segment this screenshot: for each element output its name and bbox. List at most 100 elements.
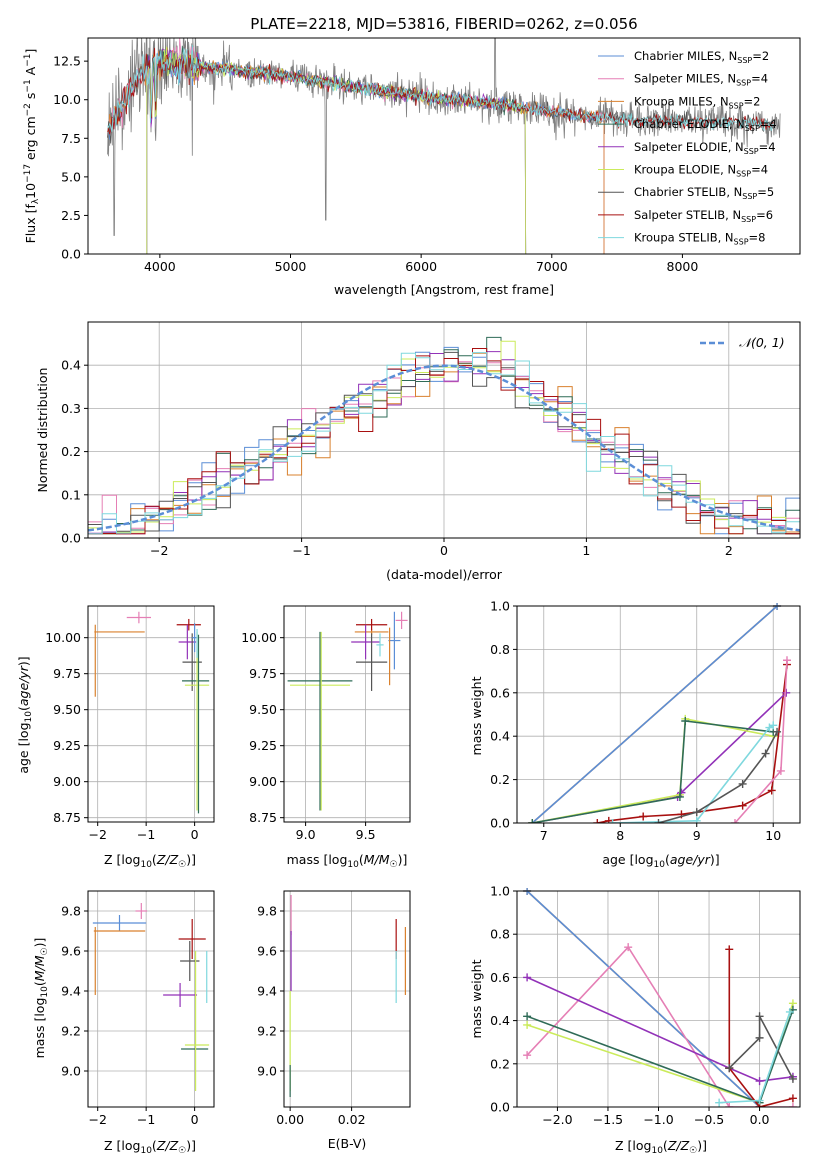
xtick-label: 0 [191, 1112, 199, 1127]
legend-label-chabrier_stelib: Chabrier STELIB, NSSP=5 [634, 185, 774, 201]
legend-label-salpeter_stelib: Salpeter STELIB, NSSP=6 [634, 208, 773, 224]
ytick-label: 9.50 [249, 702, 277, 717]
spectrum-title: PLATE=2218, MJD=53816, FIBERID=0262, z=0… [250, 15, 637, 33]
xtick-label: 9 [693, 828, 701, 843]
series-marker-salpeter_miles [523, 1051, 532, 1060]
weight-vs-Z-ylabel: mass weight [469, 959, 484, 1038]
series-marker-kroupa_elodie [523, 1020, 532, 1029]
mass-vs-ebv-panel: 0.00 0.02 9.0 9.2 9.4 9.6 9.8 [257, 890, 411, 1127]
ytick-label: 0.6 [490, 970, 510, 985]
series-line-kroupa_stelib [612, 724, 774, 823]
residuals-plot [88, 336, 800, 535]
ytick-label: 9.8 [61, 904, 81, 919]
age-vs-mass-xlabel: mass [log10(M/M☉)] [287, 852, 408, 870]
xtick-label: −1 [292, 543, 310, 558]
legend-label-kroupa_miles: Kroupa MILES, NSSP=2 [634, 94, 760, 110]
mass-vs-Z-panel: −2 −1 0 9.0 9.2 9.4 9.6 9.8 [61, 890, 215, 1127]
errorbars [92, 903, 210, 1091]
ytick-label: 0.4 [61, 358, 81, 373]
ytick-label: 0.4 [490, 1013, 510, 1028]
residuals-yticks: 0.0 0.1 0.2 0.3 0.4 [61, 358, 88, 546]
xtick-label: 1 [582, 543, 590, 558]
ytick-label: 0.3 [61, 401, 81, 416]
ytick-label: 10.0 [53, 92, 81, 107]
weight-vs-age-panel: 7 8 9 10 0.0 0.2 0.4 0.6 0.8 1.0 [490, 599, 801, 843]
ytick-label: 0.1 [61, 487, 81, 502]
series-marker-chabrier_stelib [654, 819, 663, 823]
histogram-kroupa_miles [88, 352, 800, 535]
xtick-label: −2.0 [542, 1112, 572, 1127]
series-line-salpeter_elodie [526, 976, 794, 1082]
ytick-label: 9.75 [249, 666, 277, 681]
spectrum-ylabel: Flux [fλ10−17 erg cm−2 s−1 A−1] [23, 49, 41, 244]
xtick-label: −1.0 [643, 1112, 673, 1127]
ytick-label: 0.0 [61, 247, 81, 262]
series-marker-salpeter_elodie [782, 688, 791, 697]
series-marker-salpeter_stelib [767, 786, 776, 795]
series-lines [523, 888, 797, 1107]
weight-vs-age-xlabel: age [log10(age/yr)] [602, 852, 719, 870]
ytick-label: 0.2 [61, 444, 81, 459]
series-marker-salpeter_stelib [788, 1094, 797, 1103]
mass-vs-Z-xlabel: Z [log10(Z/Z☉)] [104, 1138, 196, 1156]
spectrum-plot [107, 38, 781, 254]
residuals-panel: −2 −1 0 1 2 0.0 0.1 0.2 0.3 0.4 (data-model)/err… [35, 321, 801, 582]
xtick-label: 5000 [275, 259, 307, 274]
ytick-label: 12.5 [53, 54, 81, 69]
ytick-label: 2.5 [61, 208, 81, 223]
series-marker-salpeter_elodie [755, 1077, 764, 1086]
series-line-chabrier_elodie [532, 720, 774, 823]
xtick-label: 0.00 [276, 1112, 304, 1127]
xtick-label: −0.5 [694, 1112, 724, 1127]
series-marker-salpeter_stelib [738, 801, 747, 810]
legend-label-chabrier_miles: Chabrier MILES, NSSP=2 [634, 49, 769, 65]
xtick-label: 4000 [144, 259, 176, 274]
series-marker-chabrier_stelib [761, 749, 770, 758]
series-marker-salpeter_miles [782, 656, 791, 665]
errorbars [94, 611, 210, 814]
series-line-chabrier_miles [526, 890, 761, 1107]
series-line-salpeter_miles [526, 945, 793, 1107]
series-line-chabrier_miles [531, 605, 778, 823]
frame [516, 605, 801, 824]
ytick-label: 0.0 [490, 816, 510, 831]
ytick-label: 9.25 [53, 738, 81, 753]
spectrum-yticks: 0.0 2.5 5.0 7.5 10.0 12.5 [53, 54, 88, 262]
series-marker-kroupa_stelib [608, 819, 617, 823]
series-marker-salpeter_miles [725, 1103, 734, 1107]
xtick-label: −1.5 [593, 1112, 623, 1127]
series-marker-kroupa_stelib [692, 816, 701, 823]
series-marker-chabrier_elodie [681, 717, 690, 726]
xtick-label: −2 [88, 1112, 106, 1127]
errorbars [289, 895, 406, 1097]
series-marker-kroupa_stelib [785, 1007, 794, 1016]
xtick-label: 2 [725, 543, 733, 558]
ytick-label: 0.8 [490, 642, 510, 657]
series-line-chabrier_stelib [728, 1015, 794, 1080]
xtick-label: 7 [540, 828, 548, 843]
xtick-label: 10 [765, 828, 781, 843]
ytick-label: 9.8 [257, 904, 277, 919]
ytick-label: 10.00 [241, 630, 277, 645]
legend-label-chabrier_elodie: Chabrier ELODIE, NSSP=4 [634, 117, 777, 133]
ticks: 9.0 9.5 8.75 9.00 9.25 9.50 9.75 10.00 [241, 630, 375, 842]
weight-vs-age-ylabel: mass weight [469, 676, 484, 755]
ytick-label: 9.0 [61, 1064, 81, 1079]
series-marker-chabrier_stelib [725, 1064, 734, 1073]
series-marker-salpeter_miles [788, 1103, 797, 1107]
ytick-label: 9.25 [249, 738, 277, 753]
xtick-label: 0 [191, 827, 199, 842]
ytick-label: 9.75 [53, 666, 81, 681]
xtick-label: 9.5 [356, 827, 376, 842]
ytick-label: 1.0 [490, 884, 510, 899]
ytick-label: 9.50 [53, 702, 81, 717]
weight-vs-Z-panel: −2.0 −1.5 −1.0 −0.5 0.0 0.0 0.2 0.4 0.6 0.8 1.0 [490, 884, 801, 1127]
ytick-label: 9.2 [257, 1024, 277, 1039]
ytick-label: 0.2 [490, 1056, 510, 1071]
series-marker-chabrier_elodie [528, 819, 537, 823]
spectrum-xlabel: wavelength [Angstrom, rest frame] [334, 282, 554, 297]
ytick-label: 0.2 [490, 772, 510, 787]
series-lines [528, 603, 791, 823]
ytick-label: 9.4 [257, 984, 277, 999]
